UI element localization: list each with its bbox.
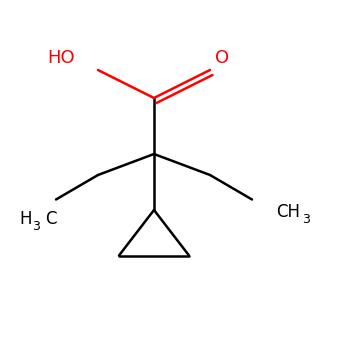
Text: CH: CH [276, 203, 301, 221]
Text: O: O [215, 49, 229, 67]
Text: H: H [19, 210, 32, 228]
Text: 3: 3 [33, 220, 40, 233]
Text: C: C [46, 210, 57, 228]
Text: 3: 3 [302, 213, 309, 226]
Text: HO: HO [48, 49, 75, 67]
